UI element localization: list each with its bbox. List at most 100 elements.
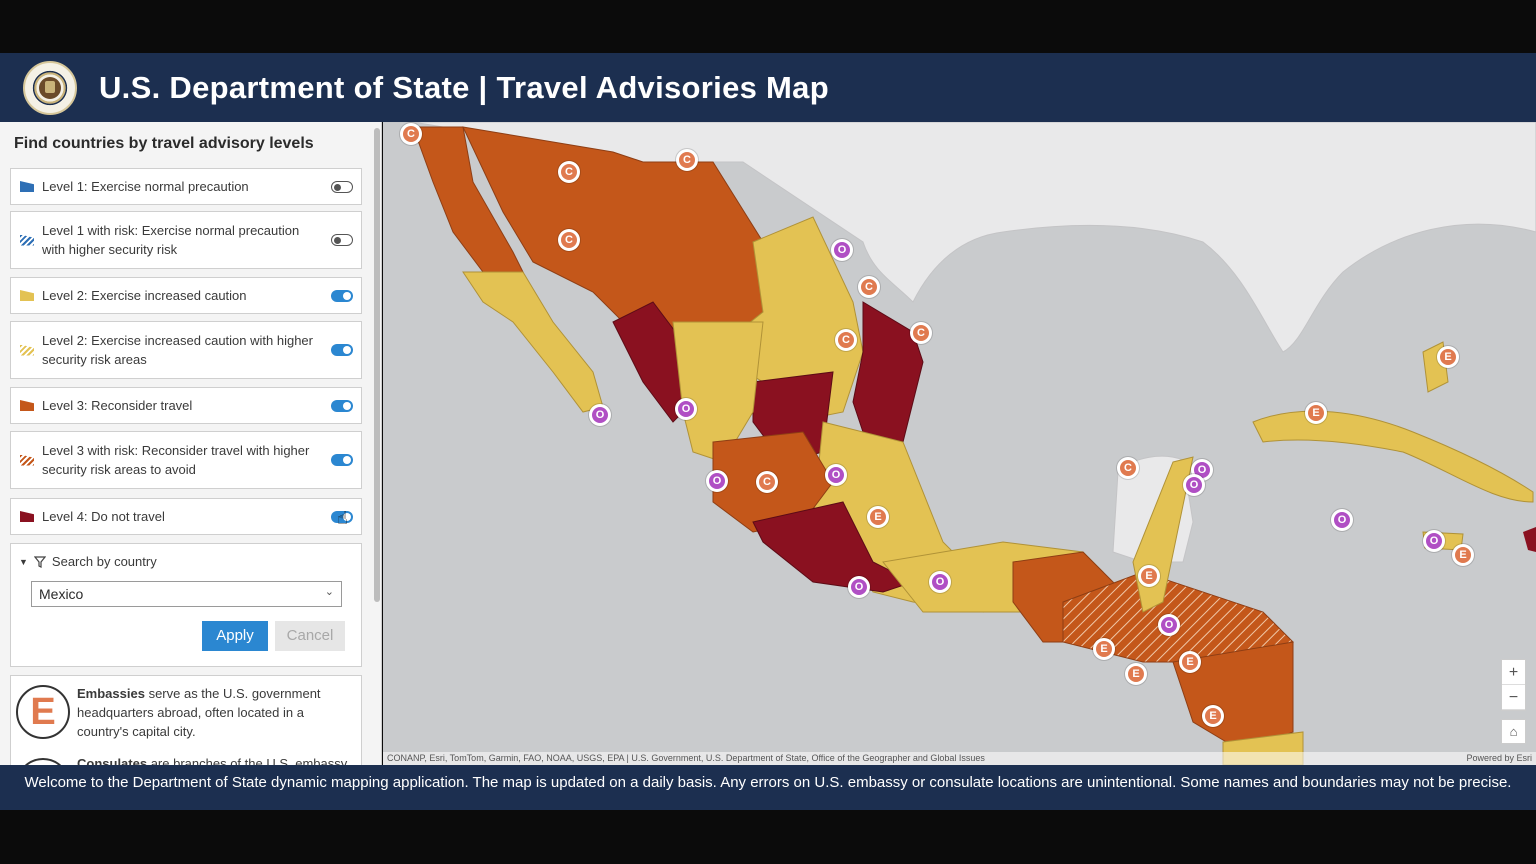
level-1-swatch bbox=[20, 181, 34, 192]
embassy-marker[interactable]: E bbox=[1179, 651, 1201, 673]
embassy-marker[interactable]: E bbox=[867, 506, 889, 528]
level-1-label: Level 1: Exercise normal precaution bbox=[42, 179, 249, 194]
embassy-legend-desc: serve as the U.S. government headquarter… bbox=[77, 686, 321, 739]
country-select-value: Mexico bbox=[39, 586, 84, 602]
consulate-marker[interactable]: C bbox=[1117, 457, 1139, 479]
office-marker[interactable]: O bbox=[589, 404, 611, 426]
app-title: U.S. Department of State | Travel Adviso… bbox=[99, 69, 829, 105]
attribution-text: CONANP, Esri, TomTom, Garmin, FAO, NOAA,… bbox=[387, 753, 985, 763]
baja-sur bbox=[462, 271, 604, 413]
level-2-risk-label: Level 2: Exercise increased caution with… bbox=[42, 333, 313, 367]
embassy-legend-icon: E bbox=[16, 685, 70, 739]
level-3-risk-filter[interactable]: Level 3 with risk: Reconsider travel wit… bbox=[10, 431, 362, 489]
consulate-marker[interactable]: C bbox=[858, 276, 880, 298]
advisory-map[interactable]: C C C C O C C C O O O C O E O O C O O E … bbox=[383, 122, 1536, 765]
embassy-legend-bold: Embassies bbox=[77, 686, 145, 701]
search-header-label: Search by country bbox=[51, 554, 157, 569]
office-marker[interactable]: O bbox=[825, 464, 847, 486]
embassy-marker[interactable]: E bbox=[1138, 565, 1160, 587]
filter-icon bbox=[33, 555, 46, 568]
office-marker[interactable]: O bbox=[929, 571, 951, 593]
level-1-toggle[interactable] bbox=[331, 181, 353, 193]
embassy-marker[interactable]: E bbox=[1093, 638, 1115, 660]
consulate-legend-bold: Consulates bbox=[77, 756, 148, 765]
consulate-marker[interactable]: C bbox=[558, 229, 580, 251]
office-marker[interactable]: O bbox=[706, 470, 728, 492]
embassy-legend-text: Embassies serve as the U.S. government h… bbox=[77, 684, 352, 741]
level-2-label: Level 2: Exercise increased caution bbox=[42, 288, 247, 303]
level-1-filter[interactable]: Level 1: Exercise normal precaution bbox=[10, 168, 362, 205]
level-3-filter[interactable]: Level 3: Reconsider travel bbox=[10, 387, 362, 424]
office-marker[interactable]: O bbox=[1423, 530, 1445, 552]
level-4-label: Level 4: Do not travel bbox=[42, 509, 165, 524]
level-4-swatch bbox=[20, 511, 34, 522]
level-1-risk-swatch bbox=[20, 234, 34, 246]
consulate-marker[interactable]: C bbox=[756, 471, 778, 493]
office-marker[interactable]: O bbox=[1158, 614, 1180, 636]
cuba bbox=[1252, 410, 1534, 503]
level-3-risk-label: Level 3 with risk: Reconsider travel wit… bbox=[42, 443, 310, 477]
consulate-marker[interactable]: C bbox=[910, 322, 932, 344]
panel-scrollbar[interactable] bbox=[374, 128, 380, 602]
level-1-risk-filter[interactable]: Level 1 with risk: Exercise normal preca… bbox=[10, 211, 362, 269]
country-select[interactable]: Mexico ⌄ bbox=[31, 581, 342, 607]
tamaulipas bbox=[852, 301, 924, 443]
haiti bbox=[1523, 527, 1536, 552]
country-search: ▼ Search by country Mexico ⌄ Apply Cance… bbox=[10, 543, 362, 667]
level-2-toggle[interactable] bbox=[331, 290, 353, 302]
footer-text: Welcome to the Department of State dynam… bbox=[24, 774, 1512, 791]
panel-title: Find countries by travel advisory levels bbox=[14, 135, 314, 152]
us-landmass bbox=[383, 122, 1536, 353]
embassy-marker[interactable]: E bbox=[1125, 663, 1147, 685]
map-attribution: CONANP, Esri, TomTom, Garmin, FAO, NOAA,… bbox=[383, 752, 1536, 765]
home-button[interactable]: ⌂ bbox=[1501, 719, 1526, 744]
level-2-swatch bbox=[20, 290, 34, 301]
level-1-risk-label: Level 1 with risk: Exercise normal preca… bbox=[42, 223, 300, 257]
mouse-cursor-icon: ☝ bbox=[337, 508, 348, 528]
zoom-in-button[interactable]: + bbox=[1502, 660, 1525, 685]
state-department-seal-icon bbox=[23, 60, 77, 115]
office-marker[interactable]: O bbox=[848, 576, 870, 598]
level-3-risk-swatch bbox=[20, 454, 34, 466]
consulate-marker[interactable]: C bbox=[558, 161, 580, 183]
level-3-toggle[interactable] bbox=[331, 400, 353, 412]
search-header[interactable]: ▼ Search by country bbox=[19, 554, 157, 569]
chevron-down-icon: ⌄ bbox=[324, 586, 334, 598]
level-2-filter[interactable]: Level 2: Exercise increased caution bbox=[10, 277, 362, 314]
location-legend: E Embassies serve as the U.S. government… bbox=[10, 675, 362, 765]
level-3-risk-toggle[interactable] bbox=[331, 454, 353, 466]
consulate-marker[interactable]: C bbox=[835, 329, 857, 351]
zoom-out-button[interactable]: − bbox=[1502, 685, 1525, 710]
consulate-marker[interactable]: C bbox=[676, 149, 698, 171]
embassy-marker[interactable]: E bbox=[1305, 402, 1327, 424]
level-4-filter[interactable]: Level 4: Do not travel bbox=[10, 498, 362, 535]
letterbox-bottom bbox=[0, 810, 1536, 864]
level-1-risk-toggle[interactable] bbox=[331, 234, 353, 246]
app-header: U.S. Department of State | Travel Adviso… bbox=[0, 53, 1536, 122]
level-2-risk-filter[interactable]: Level 2: Exercise increased caution with… bbox=[10, 321, 362, 379]
office-marker[interactable]: O bbox=[1331, 509, 1353, 531]
filter-panel: Find countries by travel advisory levels… bbox=[0, 122, 382, 765]
level-4-toggle[interactable] bbox=[331, 511, 353, 523]
letterbox-top bbox=[0, 0, 1536, 53]
cancel-button[interactable]: Cancel bbox=[275, 621, 345, 651]
powered-by-text: Powered by Esri bbox=[1466, 753, 1532, 763]
guerrero-michoacan bbox=[752, 501, 915, 593]
embassy-marker[interactable]: E bbox=[1437, 346, 1459, 368]
consulate-legend-desc: are branches of the U.S. embassy bbox=[150, 756, 348, 765]
office-marker[interactable]: O bbox=[1183, 474, 1205, 496]
embassy-marker[interactable]: E bbox=[1452, 544, 1474, 566]
collapse-caret-icon[interactable]: ▼ bbox=[19, 556, 28, 567]
office-marker[interactable]: O bbox=[675, 398, 697, 420]
apply-button[interactable]: Apply bbox=[202, 621, 268, 651]
map-canvas[interactable] bbox=[383, 122, 1536, 765]
level-3-label: Level 3: Reconsider travel bbox=[42, 398, 193, 413]
consulate-legend-text: Consulates are branches of the U.S. emba… bbox=[77, 756, 347, 765]
consulate-marker[interactable]: C bbox=[400, 123, 422, 145]
level-3-swatch bbox=[20, 400, 34, 411]
embassy-marker[interactable]: E bbox=[1202, 705, 1224, 727]
level-2-risk-toggle[interactable] bbox=[331, 344, 353, 356]
consulate-legend-icon bbox=[16, 758, 70, 765]
office-marker[interactable]: O bbox=[831, 239, 853, 261]
welcome-footer: Welcome to the Department of State dynam… bbox=[0, 765, 1536, 810]
